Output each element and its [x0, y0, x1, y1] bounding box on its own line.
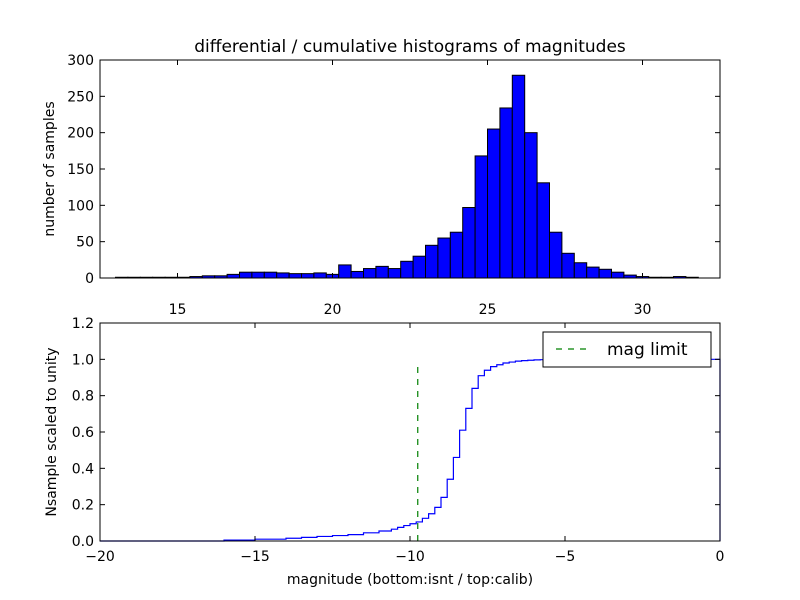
- histogram-bar: [487, 128, 501, 279]
- legend-label-mag-limit: mag limit: [607, 340, 688, 360]
- histogram-bar: [263, 271, 278, 279]
- histogram-bar: [573, 262, 588, 279]
- top-x-tick-label: 30: [634, 302, 652, 318]
- bottom-plot-frame: [99, 322, 721, 542]
- top-x-tick-label: 25: [479, 302, 497, 318]
- bottom-y-tick-label: 1.2: [72, 316, 94, 332]
- bottom-y-tick-label: 1.0: [72, 352, 94, 368]
- bottom-y-tick-label: 0.8: [72, 389, 94, 405]
- histogram-bar: [276, 272, 290, 279]
- top-plot-frame: [99, 59, 721, 279]
- histogram-bars: [115, 74, 699, 279]
- histogram-bar: [251, 271, 265, 279]
- histogram-bar: [350, 270, 365, 279]
- histogram-bar: [611, 271, 625, 279]
- bottom-y-tick-label: 0.2: [72, 498, 94, 514]
- histogram-bar: [598, 268, 612, 279]
- histogram-bar: [449, 231, 464, 279]
- bottom-x-axis-label: magnitude (bottom:isnt / top:calib): [287, 572, 533, 588]
- histogram-bar: [536, 182, 550, 279]
- cumulative-step-line: [100, 358, 721, 542]
- histogram-bar: [437, 237, 451, 279]
- top-x-tick-label: 20: [324, 302, 342, 318]
- histogram-bar: [313, 272, 327, 279]
- histogram-bar: [412, 255, 427, 279]
- histogram-bar: [549, 231, 563, 279]
- bottom-y-tick-label: 0.4: [72, 461, 94, 477]
- top-y-tick-label: 150: [67, 162, 94, 178]
- top-y-tick-label: 0: [85, 271, 94, 287]
- legend-box: [542, 331, 712, 368]
- histogram-bar: [474, 155, 489, 279]
- histogram-bar: [425, 244, 439, 279]
- histogram-bar: [462, 207, 476, 279]
- bottom-x-tick-label: −20: [85, 549, 115, 565]
- top-y-tick-label: 50: [76, 235, 94, 251]
- cumulative-histogram: −20 −15 −10 −5 0 0.0 0.2 0.4 0.6 0.8 1.0 1.2 magnit…: [44, 316, 724, 588]
- bottom-y-axis-label: Nsample scaled to unity: [44, 347, 60, 516]
- histogram-bar: [239, 271, 253, 279]
- bottom-y-tick-label: 0.6: [72, 425, 94, 441]
- histogram-bar: [338, 264, 352, 279]
- top-x-tick-label: 15: [169, 302, 187, 318]
- histogram-bar: [524, 132, 538, 279]
- histogram-bar: [301, 273, 315, 279]
- bottom-x-tick-label: −5: [555, 549, 576, 565]
- histogram-bar: [561, 252, 575, 279]
- bottom-x-tick-label: 0: [716, 549, 725, 565]
- top-y-tick-label: 100: [67, 198, 94, 214]
- histogram-bar: [400, 260, 414, 279]
- top-y-tick-label: 250: [67, 89, 94, 105]
- bottom-x-tick-label: −15: [240, 549, 270, 565]
- top-y-axis-label: number of samples: [42, 101, 58, 236]
- bottom-x-tick-label: −10: [395, 549, 425, 565]
- histogram-bar: [511, 74, 526, 279]
- chart-title: differential / cumulative histograms of …: [194, 37, 626, 57]
- histogram-bar: [375, 265, 389, 279]
- histogram-bar: [226, 273, 241, 279]
- legend: mag limit: [542, 331, 712, 368]
- histogram-bar: [363, 268, 377, 279]
- histogram-bar: [387, 268, 402, 279]
- top-y-tick-label: 200: [67, 126, 94, 142]
- bottom-axis-ticks: −20 −15 −10 −5 0 0.0 0.2 0.4 0.6 0.8 1.0 1.2: [72, 316, 725, 565]
- cumulative-lines: [100, 358, 721, 542]
- differential-histogram: differential / cumulative histograms of …: [42, 37, 721, 318]
- bottom-y-tick-label: 0.0: [72, 534, 94, 550]
- histogram-bar: [288, 273, 303, 279]
- top-y-tick-label: 300: [67, 53, 94, 69]
- histogram-bar: [586, 266, 600, 279]
- histogram-bar: [499, 107, 513, 279]
